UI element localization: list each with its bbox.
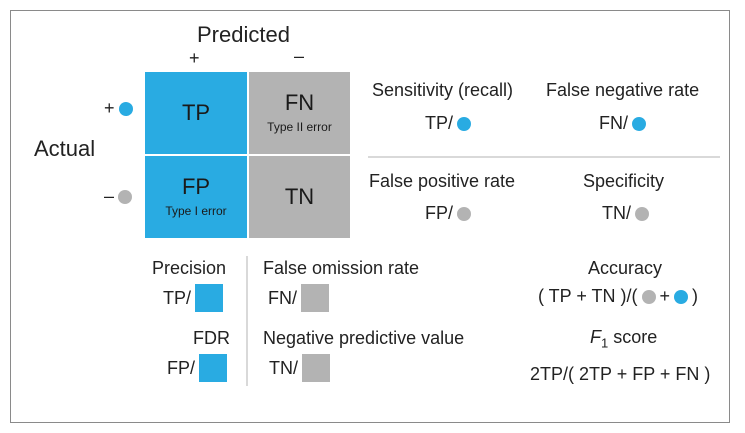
actual-minus: – [104, 186, 133, 207]
npv-title: Negative predictive value [263, 328, 465, 348]
accuracy-formula: ( TP + TN )/( + ) [538, 286, 698, 307]
cell-fp: FP Type I error [145, 156, 247, 238]
cell-fn-label: FN [284, 90, 315, 115]
positive-dot-icon [457, 116, 472, 131]
accuracy-formula-close: ) [692, 286, 699, 306]
negative-dot-icon [118, 189, 133, 204]
fnr-formula-text: FN/ [599, 113, 628, 133]
for-title: False omission rate [263, 258, 420, 278]
fpr-formula-text: FP/ [425, 203, 454, 223]
fpr-title: False positive rate [369, 171, 516, 191]
f1-formula: 2TP/( 2TP + FP + FN ) [530, 364, 711, 384]
positive-column-square-icon [195, 284, 224, 312]
actual-minus-sign: – [104, 186, 115, 206]
f1-title-main: F [590, 327, 601, 347]
f1-title: F1 score [590, 327, 657, 351]
actual-label: Actual [34, 136, 96, 161]
sensitivity-formula: TP/ [425, 113, 472, 134]
cell-fp-sublabel: Type I error [165, 204, 227, 218]
fnr-title: False negative rate [546, 80, 700, 100]
f1-title-rest: score [608, 327, 658, 347]
cell-fn: FN Type II error [249, 72, 350, 154]
f1-title-sub: 1 [601, 335, 609, 351]
negative-dot-icon [635, 206, 649, 221]
cell-fn-sublabel: Type II error [267, 120, 332, 134]
fdr-formula-text: FP/ [167, 357, 196, 378]
fnr-formula: FN/ [599, 113, 646, 134]
precision-formula-text: TP/ [163, 287, 192, 308]
sensitivity-title: Sensitivity (recall) [372, 80, 514, 100]
precision-formula: TP/ [163, 284, 224, 312]
for-formula: FN/ [268, 284, 329, 312]
accuracy-formula-plus: + [659, 286, 671, 306]
accuracy-formula-open: ( TP + TN )/( [538, 286, 638, 306]
cell-tn: TN [249, 156, 350, 238]
positive-dot-icon [632, 116, 646, 131]
positive-column-square-icon [199, 354, 228, 382]
predicted-label: Predicted [197, 22, 290, 47]
sensitivity-formula-text: TP/ [425, 113, 454, 133]
cell-fp-label: FP [181, 174, 211, 199]
fdr-title: FDR [193, 328, 230, 348]
negative-dot-icon [641, 289, 656, 304]
cell-tp-label: TP [181, 100, 211, 125]
negative-column-square-icon [301, 284, 329, 312]
bottom-divider [246, 256, 248, 386]
positive-dot-icon [118, 101, 133, 116]
actual-plus: + [104, 98, 133, 119]
specificity-formula-text: TN/ [602, 203, 631, 223]
actual-plus-sign: + [104, 98, 115, 118]
diagram-frame [10, 10, 730, 423]
negative-dot-icon [457, 206, 472, 221]
specificity-formula: TN/ [602, 203, 649, 224]
npv-formula: TN/ [269, 354, 330, 382]
precision-title: Precision [152, 258, 227, 278]
cell-tn-label: TN [284, 184, 315, 209]
accuracy-title: Accuracy [588, 258, 663, 278]
npv-formula-text: TN/ [269, 357, 298, 378]
fpr-formula: FP/ [425, 203, 472, 224]
rates-divider [368, 156, 720, 158]
negative-column-square-icon [302, 354, 330, 382]
specificity-title: Specificity [583, 171, 665, 191]
cell-tp: TP [145, 72, 247, 154]
fdr-formula: FP/ [167, 354, 228, 382]
predicted-minus: – [294, 46, 305, 66]
for-formula-text: FN/ [268, 287, 297, 308]
predicted-plus: + [189, 48, 200, 68]
positive-dot-icon [674, 289, 689, 304]
